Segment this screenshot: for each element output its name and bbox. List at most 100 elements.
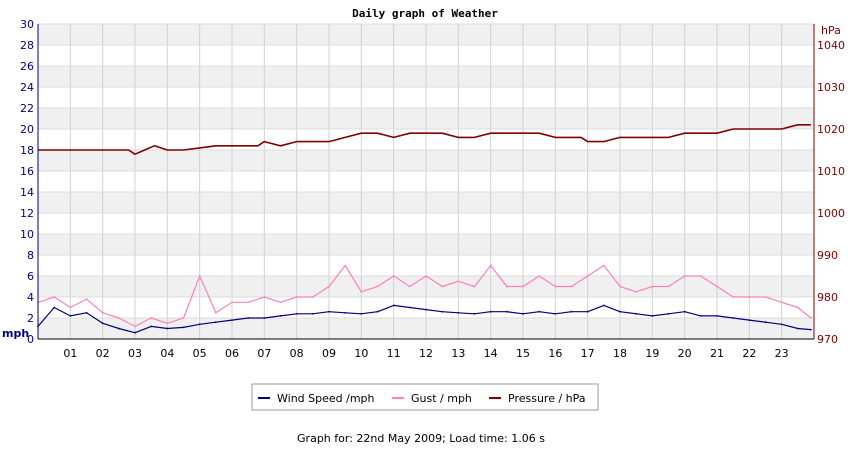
data-point-1-31: [538, 275, 541, 277]
left-tick-label: 2: [27, 312, 34, 325]
data-point-0-42: [716, 315, 718, 317]
data-point-0-8: [166, 327, 169, 330]
x-axis-ticks: 01 02 03 04 05 06 07 08 09 10 11 12 13 14 15 16 17 18 19 20…: [63, 347, 788, 360]
data-point-0-2: [69, 315, 72, 317]
x-tick-label: 05: [193, 347, 207, 360]
x-tick-label: 17: [581, 347, 595, 360]
data-point-0-1: [53, 306, 56, 309]
legend-label-0: Wind Speed /mph: [277, 392, 375, 405]
data-point-1-19: [344, 264, 347, 267]
data-point-1-15: [279, 301, 282, 304]
data-point-1-26: [457, 280, 460, 283]
data-point-0-27: [473, 312, 476, 315]
data-point-0-36: [619, 310, 621, 313]
data-point-0-11: [214, 321, 217, 324]
legend-label-1: Gust / mph: [411, 392, 472, 405]
data-point-0-20: [360, 312, 363, 315]
data-point-1-40: [683, 275, 686, 277]
x-tick-label: 16: [548, 347, 562, 360]
data-point-0-10: [198, 323, 201, 326]
data-point-0-9: [182, 326, 185, 329]
data-point-1-36: [619, 285, 621, 288]
data-point-0-24: [425, 308, 427, 311]
data-point-0-26: [457, 311, 460, 314]
left-tick-label: 18: [20, 144, 34, 157]
series-layer: [37, 124, 812, 334]
data-point-0-12: [231, 319, 233, 321]
data-point-0-28: [489, 310, 492, 313]
right-tick-label: 1030: [817, 81, 845, 94]
x-tick-label: 10: [354, 347, 368, 360]
data-point-0-30: [522, 312, 524, 315]
x-tick-label: 18: [613, 347, 627, 360]
series-line-2: [38, 124, 811, 155]
data-point-0-33: [570, 310, 573, 313]
right-tick-label: 1010: [817, 165, 845, 178]
data-point-0-14: [263, 317, 266, 319]
left-axis-unit-label: mph: [2, 327, 29, 340]
data-point-0-4: [101, 322, 104, 325]
data-point-1-7: [150, 317, 153, 319]
x-tick-label: 09: [322, 347, 336, 360]
left-tick-label: 0: [27, 333, 34, 346]
graph-info-footer: Graph for: 22nd May 2009; Load time: 1.0…: [297, 432, 545, 445]
right-axis-ticks: 970 980 990 1000 1010 1020 1030 1040: [817, 39, 845, 346]
data-point-1-29: [505, 285, 508, 288]
data-point-1-44: [748, 296, 751, 298]
data-point-1-37: [635, 290, 638, 293]
data-point-0-19: [344, 311, 347, 314]
data-point-0-47: [796, 327, 799, 330]
x-tick-label: 06: [225, 347, 239, 360]
data-point-0-35: [602, 304, 605, 307]
data-point-1-20: [360, 290, 363, 293]
data-point-0-21: [376, 310, 379, 313]
data-point-0-22: [392, 304, 395, 307]
data-point-0-6: [134, 331, 136, 334]
data-point-0-44: [748, 319, 751, 321]
data-point-1-38: [651, 285, 654, 288]
data-point-1-9: [182, 317, 185, 319]
data-point-0-23: [408, 306, 411, 309]
chart-title: Daily graph of Weather: [352, 7, 498, 20]
data-point-0-15: [279, 315, 282, 317]
data-point-1-18: [328, 285, 330, 288]
left-tick-label: 30: [20, 18, 34, 31]
data-point-0-32: [554, 312, 557, 315]
data-point-1-34: [586, 275, 589, 277]
data-point-1-10: [198, 275, 201, 277]
data-point-1-14: [263, 296, 266, 298]
data-point-0-45: [764, 321, 767, 324]
left-tick-label: 28: [20, 39, 34, 52]
x-tick-label: 02: [96, 347, 110, 360]
data-point-0-5: [117, 327, 120, 330]
data-point-1-16: [295, 296, 298, 298]
right-tick-label: 980: [817, 291, 838, 304]
data-point-0-17: [311, 312, 314, 315]
data-point-1-30: [522, 285, 524, 288]
data-point-0-16: [295, 312, 298, 315]
data-point-1-28: [489, 264, 492, 267]
right-tick-label: 1020: [817, 123, 845, 136]
data-point-0-41: [699, 315, 702, 317]
data-point-0-25: [441, 310, 444, 313]
x-tick-label: 01: [63, 347, 77, 360]
axes: [37, 24, 815, 340]
left-tick-label: 26: [20, 60, 34, 73]
right-axis-unit-label: hPa: [821, 24, 841, 37]
data-point-0-46: [780, 323, 783, 326]
data-point-1-12: [231, 301, 233, 304]
left-tick-label: 20: [20, 123, 34, 136]
data-point-0-31: [538, 310, 541, 313]
right-tick-label: 1000: [817, 207, 845, 220]
x-tick-label: 12: [419, 347, 433, 360]
data-point-0-48: [809, 328, 812, 331]
data-point-1-11: [214, 311, 217, 314]
data-point-1-45: [764, 296, 767, 298]
left-tick-label: 8: [27, 249, 34, 262]
data-point-1-39: [667, 285, 670, 288]
left-tick-label: 6: [27, 270, 34, 283]
data-point-0-37: [635, 312, 638, 315]
legend-box: [251, 383, 599, 411]
